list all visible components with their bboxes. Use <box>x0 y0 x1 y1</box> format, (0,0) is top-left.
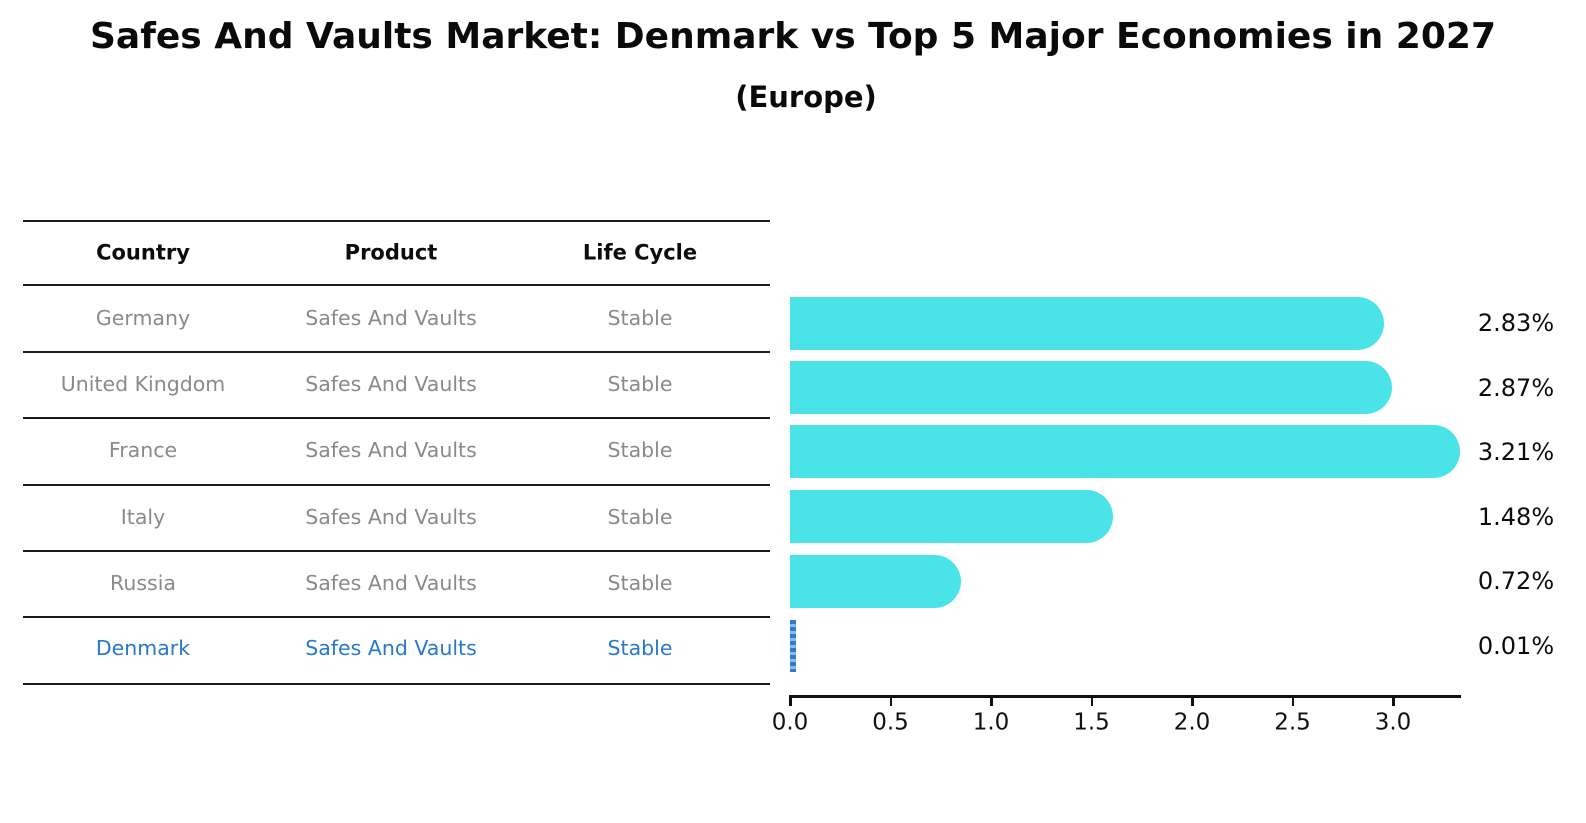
cell-life_cycle: Stable <box>607 305 673 330</box>
value-label: 0.72% <box>1477 567 1555 595</box>
cell-life_cycle: Stable <box>607 371 673 396</box>
chart-subtitle: (Europe) <box>735 80 877 114</box>
bar-germany <box>790 296 1385 350</box>
cell-product: Safes And Vaults <box>305 635 477 660</box>
cell-life_cycle: Stable <box>607 504 673 529</box>
cell-country: Denmark <box>95 635 191 660</box>
chart-title: Safes And Vaults Market: Denmark vs Top … <box>90 16 1496 57</box>
value-label: 2.83% <box>1477 309 1555 337</box>
cell-country: France <box>108 437 178 462</box>
table-divider <box>23 483 770 486</box>
bar-italy <box>790 490 1114 543</box>
bar-denmark <box>790 620 796 672</box>
x-axis-tick <box>1291 696 1294 706</box>
column-header-product: Product <box>344 240 438 265</box>
column-header-country: Country <box>96 240 190 265</box>
cell-product: Safes And Vaults <box>305 437 477 462</box>
cell-life_cycle: Stable <box>607 570 673 595</box>
table-divider <box>23 351 770 353</box>
x-axis-tick <box>1090 696 1093 706</box>
x-tick-label: 3.0 <box>1374 709 1412 736</box>
x-axis-tick <box>1392 696 1395 706</box>
table-divider <box>23 616 770 618</box>
table-divider <box>23 284 770 286</box>
cell-country: United Kingdom <box>60 371 226 396</box>
bar-united-kingdom <box>790 361 1393 414</box>
cell-product: Safes And Vaults <box>305 570 477 595</box>
x-tick-label: 0.5 <box>872 709 909 736</box>
x-tick-label: 1.5 <box>1073 709 1110 736</box>
x-axis-tick <box>789 696 792 706</box>
column-header-life_cycle: Life Cycle <box>582 240 698 265</box>
table-divider <box>23 220 770 222</box>
x-axis-tick <box>1191 696 1194 706</box>
cell-product: Safes And Vaults <box>305 504 477 529</box>
bar-russia <box>790 554 961 608</box>
cell-country: Italy <box>120 504 166 529</box>
table-divider <box>23 417 770 419</box>
table-divider <box>23 683 770 685</box>
value-label: 3.21% <box>1477 437 1555 466</box>
bar-france <box>790 425 1461 478</box>
cell-product: Safes And Vaults <box>305 371 477 396</box>
x-axis-tick <box>990 696 993 706</box>
value-label: 2.87% <box>1477 373 1555 402</box>
cell-product: Safes And Vaults <box>305 305 477 330</box>
cell-country: Germany <box>95 305 191 330</box>
value-label: 0.01% <box>1477 632 1555 660</box>
x-axis-line <box>789 694 1461 698</box>
cell-life_cycle: Stable <box>607 635 673 660</box>
cell-country: Russia <box>110 570 176 595</box>
x-tick-label: 0.0 <box>771 709 809 736</box>
x-axis-tick <box>889 696 892 706</box>
value-label: 1.48% <box>1477 502 1555 531</box>
x-tick-label: 2.5 <box>1274 709 1311 736</box>
x-tick-label: 1.0 <box>972 709 1010 736</box>
cell-life_cycle: Stable <box>607 437 673 462</box>
x-tick-label: 2.0 <box>1173 709 1211 736</box>
table-divider <box>23 549 770 552</box>
